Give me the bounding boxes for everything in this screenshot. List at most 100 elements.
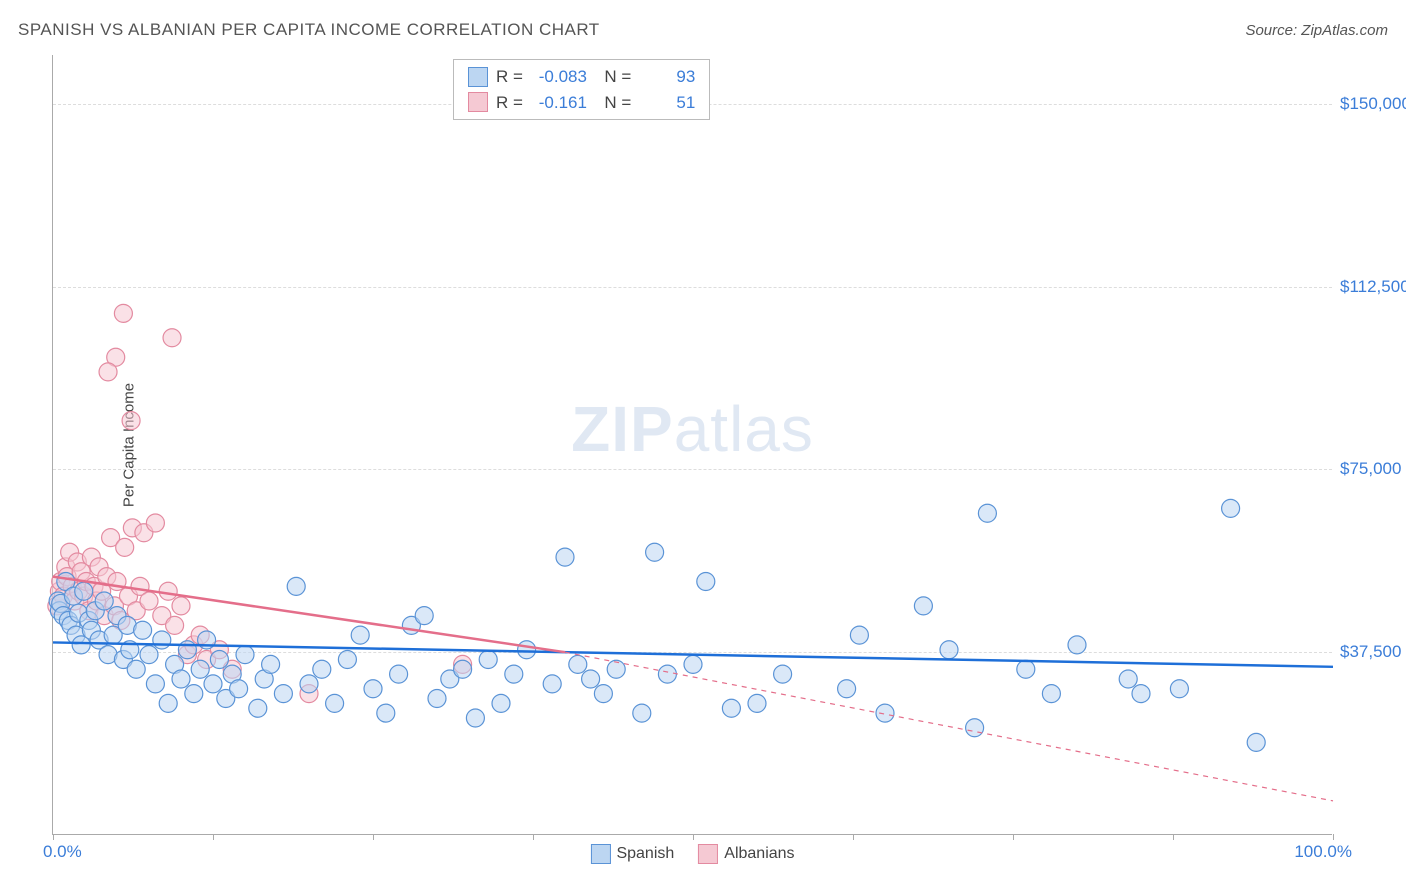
y-tick-label: $75,000 [1340,459,1401,479]
scatter-point [390,665,408,683]
scatter-point [338,651,356,669]
scatter-point [466,709,484,727]
x-tick [213,834,214,840]
scatter-point [428,690,446,708]
scatter-point [127,660,145,678]
scatter-point [163,329,181,347]
scatter-point [633,704,651,722]
stats-row-albanian: R = -0.161 N = 51 [468,90,695,116]
x-tick [1333,834,1334,840]
scatter-point [492,694,510,712]
scatter-point [658,665,676,683]
scatter-point [140,592,158,610]
scatter-point [518,641,536,659]
scatter-point [166,616,184,634]
scatter-point [210,651,228,669]
x-tick [533,834,534,840]
scatter-point [230,680,248,698]
legend-item-albanian: Albanians [698,844,794,864]
scatter-point [99,363,117,381]
scatter-point [1119,670,1137,688]
scatter-point [607,660,625,678]
scatter-point [140,646,158,664]
scatter-chart [53,55,1332,834]
x-tick [1013,834,1014,840]
scatter-point [95,592,113,610]
scatter-point [505,665,523,683]
bottom-legend: Spanish Albanians [590,844,794,864]
scatter-point [364,680,382,698]
scatter-point [594,685,612,703]
scatter-point [697,573,715,591]
scatter-point [377,704,395,722]
legend-item-spanish: Spanish [590,844,674,864]
scatter-point [940,641,958,659]
scatter-point [326,694,344,712]
scatter-point [1132,685,1150,703]
scatter-point [479,651,497,669]
scatter-point [748,694,766,712]
scatter-point [153,631,171,649]
scatter-point [1042,685,1060,703]
scatter-point [838,680,856,698]
scatter-point [774,665,792,683]
scatter-point [300,675,318,693]
plot-area: Per Capita Income ZIPatlas $37,500$75,00… [52,55,1332,835]
scatter-point [134,621,152,639]
trendline-albanian-dashed [565,652,1333,801]
legend-label-spanish: Spanish [616,845,674,863]
source-label: Source: ZipAtlas.com [1245,22,1388,39]
scatter-point [1222,499,1240,517]
x-tick [373,834,374,840]
scatter-point [569,655,587,673]
scatter-point [684,655,702,673]
scatter-point [1068,636,1086,654]
scatter-point [178,641,196,659]
swatch-albanian [468,92,488,112]
scatter-point [249,699,267,717]
swatch-spanish [590,844,610,864]
scatter-point [722,699,740,717]
scatter-point [146,675,164,693]
scatter-point [415,607,433,625]
scatter-point [122,412,140,430]
y-tick-label: $112,500 [1340,277,1406,297]
scatter-point [236,646,254,664]
scatter-point [172,670,190,688]
scatter-point [191,660,209,678]
scatter-point [582,670,600,688]
scatter-point [850,626,868,644]
x-tick [1173,834,1174,840]
stats-legend-box: R = -0.083 N = 93 R = -0.161 N = 51 [453,59,710,120]
scatter-point [204,675,222,693]
x-tick [53,834,54,840]
scatter-point [914,597,932,615]
scatter-point [646,543,664,561]
scatter-point [454,660,472,678]
x-axis-min-label: 0.0% [43,842,82,862]
scatter-point [1247,733,1265,751]
scatter-point [966,719,984,737]
scatter-point [556,548,574,566]
scatter-point [159,694,177,712]
scatter-point [1017,660,1035,678]
scatter-point [114,304,132,322]
scatter-point [274,685,292,703]
scatter-point [313,660,331,678]
y-tick-label: $150,000 [1340,94,1406,114]
scatter-point [185,685,203,703]
scatter-point [287,577,305,595]
scatter-point [146,514,164,532]
stats-row-spanish: R = -0.083 N = 93 [468,64,695,90]
scatter-point [116,538,134,556]
scatter-point [351,626,369,644]
scatter-point [1170,680,1188,698]
scatter-point [159,582,177,600]
scatter-point [262,655,280,673]
scatter-point [172,597,190,615]
swatch-spanish [468,67,488,87]
y-tick-label: $37,500 [1340,642,1401,662]
x-axis-max-label: 100.0% [1294,842,1352,862]
legend-label-albanian: Albanians [724,845,794,863]
scatter-point [876,704,894,722]
